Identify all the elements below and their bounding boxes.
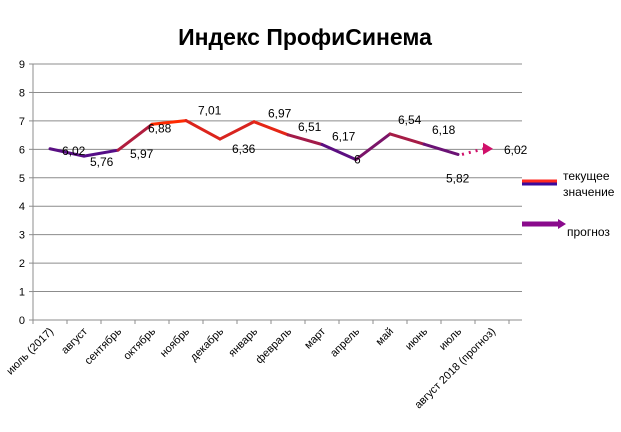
y-tick-label: 8 — [19, 87, 25, 99]
series-current-segment — [116, 122, 154, 152]
x-tick-label: март — [302, 326, 328, 352]
series-current-segment — [150, 119, 188, 126]
series-current-segment — [422, 142, 460, 156]
data-label: 6,54 — [398, 113, 422, 127]
y-tick-label: 5 — [19, 173, 25, 185]
x-tick-label: апрель — [328, 325, 362, 359]
legend-label-forecast: прогноз — [567, 225, 610, 239]
series-current-segment — [388, 132, 426, 146]
y-tick-label: 7 — [19, 116, 25, 128]
x-tick-label: май — [374, 326, 397, 349]
series-current-segment — [48, 147, 86, 158]
series-current-segment — [218, 120, 256, 141]
y-tick-label: 4 — [19, 201, 25, 213]
y-tick-label: 1 — [19, 287, 25, 299]
x-tick-label: октябрь — [121, 325, 158, 362]
series-current-segment — [286, 133, 324, 146]
data-label: 6,02 — [504, 143, 528, 157]
series-current-segment — [184, 119, 222, 141]
x-tick-label: июль — [437, 325, 464, 352]
legend-label-current-2: значение — [563, 185, 615, 199]
x-tick-label: июнь — [403, 325, 430, 352]
data-label: 7,01 — [198, 104, 222, 118]
data-label: 6,17 — [332, 129, 356, 143]
y-tick-label: 3 — [19, 230, 25, 242]
data-label: 6,88 — [148, 121, 172, 135]
legend-arrow-icon — [558, 219, 566, 229]
data-label: 5,97 — [130, 147, 154, 161]
data-label: 6,51 — [298, 120, 322, 134]
data-label: 6,97 — [268, 107, 292, 121]
data-label: 5,76 — [90, 155, 114, 169]
data-label: 6,36 — [232, 142, 256, 156]
legend: текущее значение прогноз — [522, 169, 615, 239]
x-tick-label: июль (2017) — [4, 326, 56, 378]
y-tick-label: 9 — [19, 59, 25, 71]
data-label: 6 — [354, 153, 361, 167]
series-current-segment — [320, 142, 358, 162]
x-tick-label: август — [59, 326, 90, 357]
series-current-segment — [252, 120, 290, 137]
forecast-arrow-icon — [483, 142, 493, 155]
legend-label-current: текущее — [563, 169, 610, 183]
x-tick-label: ноябрь — [158, 325, 192, 359]
x-tick-label: сентябрь — [83, 325, 125, 367]
data-label: 6,02 — [62, 144, 86, 158]
x-tick-label: февраль — [254, 325, 295, 366]
x-tick-label: декабрь — [188, 325, 226, 363]
series-current-segment — [354, 132, 392, 162]
y-tick-label: 6 — [19, 144, 25, 156]
y-tick-label: 0 — [19, 315, 25, 327]
x-tick-label: январь — [226, 325, 260, 359]
chart-title: Индекс ПрофиСинема — [178, 24, 432, 50]
series-current-segment — [82, 148, 120, 158]
data-label: 5,82 — [446, 171, 470, 185]
y-tick-label: 2 — [19, 258, 25, 270]
data-label: 6,18 — [432, 123, 456, 137]
